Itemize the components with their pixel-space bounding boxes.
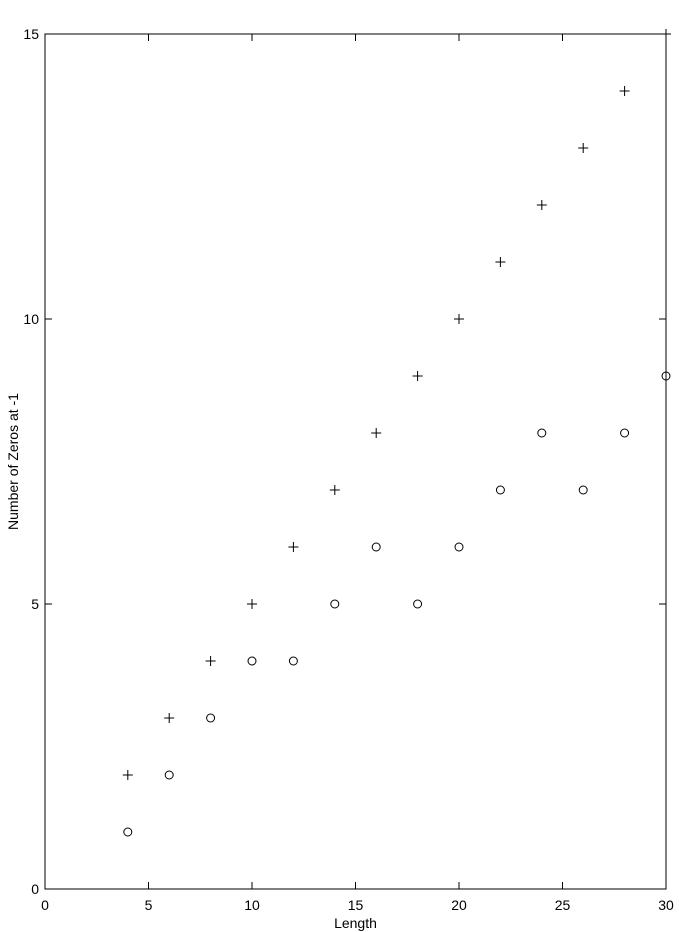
point xyxy=(123,827,133,837)
plot-frame xyxy=(44,33,667,890)
point xyxy=(619,86,630,96)
point xyxy=(330,599,340,609)
point xyxy=(495,485,505,495)
x-axis-label: Length xyxy=(334,915,377,931)
point xyxy=(329,485,340,495)
point xyxy=(536,200,547,210)
x-tick-label: 30 xyxy=(658,897,674,913)
y-tick-label: 0 xyxy=(31,881,39,897)
point xyxy=(288,542,299,552)
point xyxy=(206,713,216,723)
point xyxy=(537,428,547,438)
point xyxy=(164,713,175,723)
y-tick-label: 15 xyxy=(23,26,39,42)
point xyxy=(495,257,506,267)
point xyxy=(122,770,133,780)
point xyxy=(288,656,298,666)
x-tick-label: 15 xyxy=(348,897,364,913)
y-axis-label: Number of Zeros at -1 xyxy=(5,393,21,530)
point xyxy=(413,599,423,609)
point xyxy=(661,371,671,381)
y-tick-label: 5 xyxy=(31,596,39,612)
x-tick-label: 25 xyxy=(555,897,571,913)
x-tick-label: 20 xyxy=(451,897,467,913)
y-tick-label: 10 xyxy=(23,311,39,327)
x-tick-label: 10 xyxy=(244,897,260,913)
point xyxy=(412,371,423,381)
point xyxy=(454,314,464,324)
point xyxy=(205,656,216,666)
point xyxy=(454,542,464,552)
point xyxy=(371,542,381,552)
point xyxy=(164,770,174,780)
x-tick-label: 5 xyxy=(145,897,153,913)
point xyxy=(578,485,588,495)
point xyxy=(247,599,257,609)
point xyxy=(578,143,589,153)
x-tick-label: 0 xyxy=(41,897,49,913)
point xyxy=(247,656,257,666)
point xyxy=(620,428,630,438)
point xyxy=(661,29,671,39)
point xyxy=(371,428,382,438)
